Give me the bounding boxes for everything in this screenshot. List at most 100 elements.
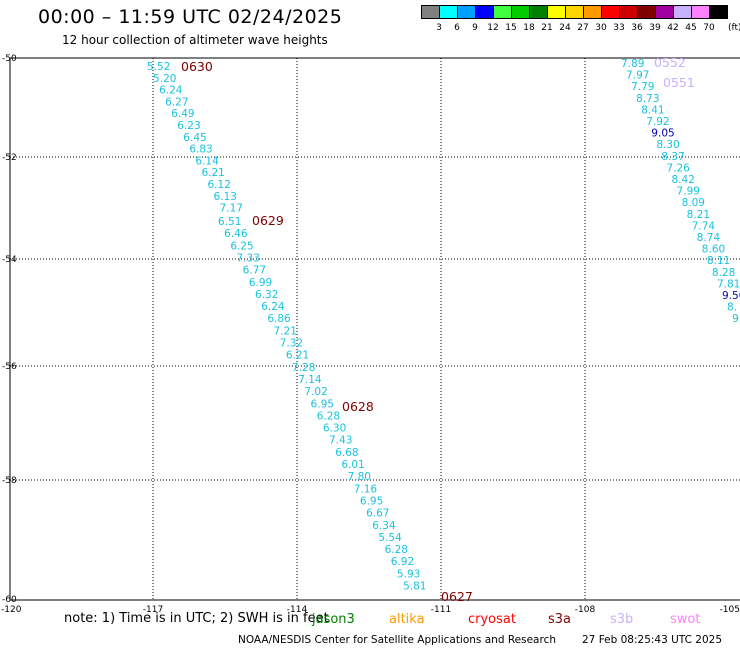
wave-height-value: 6.68 [335,447,358,459]
legend-label: 15 [505,23,517,33]
legend-swatch [709,5,728,19]
wave-height-value: 7.16 [354,483,378,495]
mission-label: cryosat [468,612,516,627]
wave-height-value: 6.99 [249,277,272,289]
legend-label: 27 [577,23,589,33]
orbit-number-label: 0551 [663,75,695,90]
wave-height-value: 5.54 [378,532,402,544]
wave-height-value: 6.13 [214,191,237,203]
orbit-number-label: 0627 [441,589,473,604]
legend-label: 36 [631,23,643,33]
map-frame [9,57,740,601]
wave-height-value: 8.28 [712,267,735,279]
footer-note: note: 1) Time is in UTC; 2) SWH is in fe… [64,611,329,626]
wave-height-value: 6.28 [385,544,408,556]
mission-label: s3b [610,612,634,627]
wave-height-value: 6.25 [230,240,253,252]
wave-height-value: 6.95 [311,398,334,410]
mission-label: jason3 [312,612,355,627]
wave-height-value: 6.49 [171,108,194,120]
mission-label: s3a [548,612,572,627]
wave-height-value: 7.32 [280,338,303,350]
wave-height-value: 6.24 [159,85,183,97]
wave-height-value: 7.89 [621,58,644,70]
wave-height-value: 6.67 [366,508,389,520]
wave-height-value: 7.99 [677,186,700,198]
wave-height-value: 7.97 [626,70,649,82]
lat-tick-label: -52 [2,153,17,163]
lat-tick-label: -54 [2,255,17,265]
wave-height-value: 7.74 [692,220,716,232]
wave-height-value: 6.77 [243,265,266,277]
lat-tick-label: -60 [2,595,17,605]
lat-tick-label: -56 [2,362,17,372]
lon-tick-label: -120 [1,605,22,615]
legend-label: 30 [595,23,607,33]
wave-height-value: 6.21 [201,167,224,179]
orbit-number-label: 0630 [181,59,213,74]
wave-height-value: 6.21 [286,350,309,362]
generated-timestamp: 27 Feb 08:25:43 UTC 2025 [582,634,722,646]
wave-height-value: 7.17 [220,203,243,215]
lon-tick-label: -117 [143,605,163,615]
wave-height-value: 6.14 [195,155,219,167]
wave-height-value: 6.30 [323,423,346,435]
legend-label: 33 [613,23,625,33]
orbit-labels: 0630 0629 0628 0627 0552 0551 [181,55,695,604]
wave-height-value: 7.33 [237,252,260,264]
wave-height-value: 8.60 [702,244,725,256]
wave-height-value: 6.27 [165,96,188,108]
altimeter-tracks: 5.525.206.246.276.496.236.456.836.146.21… [147,58,740,593]
wave-height-value: 5.20 [153,73,176,85]
wave-height-value: 7.43 [329,435,352,447]
wave-height-value: 6.86 [267,313,291,325]
legend-label: 45 [685,23,697,33]
wave-height-value: 6.34 [372,520,396,532]
wave-height-value: 6.24 [261,301,285,313]
wave-height-value: 6.92 [391,556,414,568]
wave-height-value: 5.81 [403,581,426,593]
lat-tick-label: -50 [2,54,17,64]
lon-tick-label: -108 [575,605,596,615]
wave-height-value: 8.30 [656,139,679,151]
wave-height-value: 6.45 [183,132,206,144]
wave-height-value: 7.79 [631,81,654,93]
legend-label: 12 [487,23,499,33]
wave-height-value: 7.81 [717,278,740,290]
wave-height-value: 8.41 [641,104,664,116]
legend-label: 3 [436,23,442,33]
map-grid [9,57,740,601]
legend-label: 9 [472,23,478,33]
legend-label: 21 [541,23,553,33]
wave-height-value: 8.21 [687,209,710,221]
legend-label: 18 [523,23,535,33]
wave-height-value: 7.28 [292,362,315,374]
mission-label: altika [389,612,425,627]
mission-label: swot [670,612,701,627]
wave-height-value: 6.32 [255,289,278,301]
wave-height-value: 8. [727,302,737,314]
wave-height-value: 9. [732,313,740,325]
lon-tick-label: -114 [287,605,308,615]
axis-labels: -50 -52 -54 -56 -58 -60-120 -117 -114 -111 -108 -1… [1,54,740,615]
legend-label: 42 [667,23,679,33]
wave-height-value: 8.09 [682,197,705,209]
wave-height-value: 6.46 [224,228,248,240]
wave-height-value: 7.26 [666,162,690,174]
lat-tick-label: -58 [2,476,17,486]
wave-height-value: 8.73 [636,93,659,105]
legend-label: 6 [454,23,460,33]
lon-tick-label: -105 [720,605,740,615]
credit-text: NOAA/NESDIS Center for Satellite Applica… [238,634,556,646]
wave-height-value: 7.92 [646,116,669,128]
wave-height-value: 5.52 [147,61,170,73]
wave-height-value: 8.42 [672,174,695,186]
legend-unit: (ft) [728,23,740,33]
page-subtitle: 12 hour collection of altimeter wave hei… [62,33,328,47]
wave-height-value: 8.11 [707,255,730,267]
orbit-number-label: 0552 [654,55,686,70]
wave-height-value: 7.21 [274,325,297,337]
wave-height-value: 6.28 [317,410,340,422]
